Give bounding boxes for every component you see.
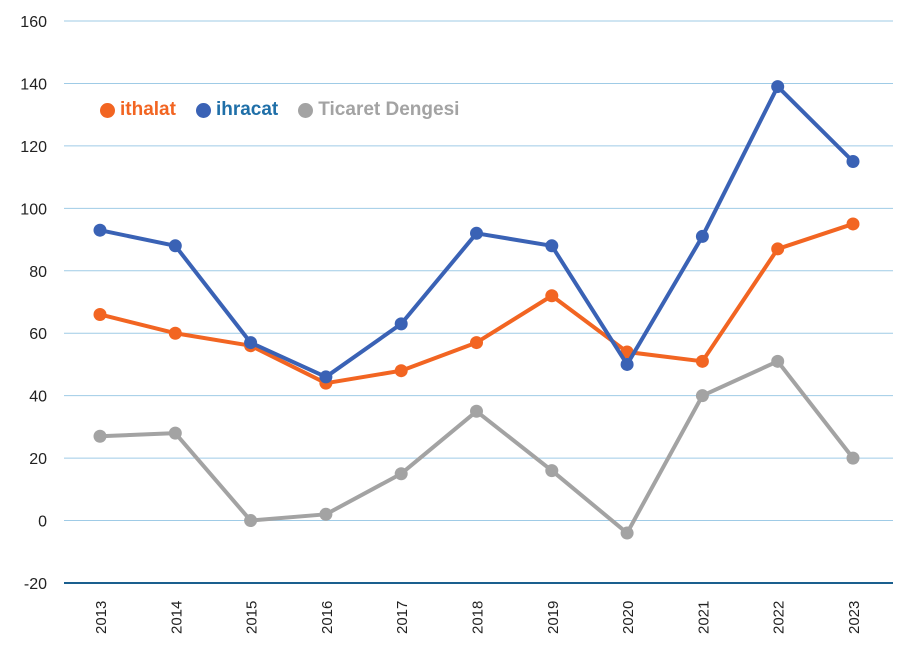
data-point-ithalat [168,326,182,340]
data-point-ithalat [695,354,709,368]
y-tick-label: 80 [29,264,47,281]
data-point-ticaret-dengesi [244,514,258,528]
legend-marker-ithalat [100,102,115,118]
data-point-ticaret-dengesi [695,389,709,403]
legend-marker-ihracat [195,102,211,118]
legend-item-ihracat: ihracat [195,99,279,121]
x-tick-label: 2021 [695,601,712,634]
data-point-ithalat [846,217,860,231]
legend-label-ithalat: ithalat [120,99,176,120]
data-point-ticaret-dengesi [771,354,785,368]
data-point-ticaret-dengesi [470,404,483,418]
data-point-ticaret-dengesi [168,426,182,440]
y-tick-label: 120 [20,139,47,156]
data-point-ithalat [93,307,107,321]
y-tick-label: 160 [20,14,47,31]
data-point-ticaret-dengesi [93,429,107,443]
y-tick-label: 60 [29,326,47,343]
y-tick-label: 100 [20,201,47,218]
data-point-ihracat [846,155,860,168]
data-point-ihracat [620,357,634,371]
x-tick-label: 2019 [545,601,562,634]
data-point-ithalat [545,289,559,303]
data-point-ticaret-dengesi [846,451,860,465]
data-point-ticaret-dengesi [319,507,333,521]
legend: ithalat ihracat Ticaret Dengesi [100,99,459,121]
y-tick-label: 0 [38,514,47,531]
series-line-ithalat [99,222,854,386]
data-point-ihracat [319,370,333,384]
y-tick-label: -20 [24,576,47,593]
data-point-ihracat [695,229,709,243]
data-point-ihracat [470,226,483,240]
legend-marker-ticaret-dengesi [298,102,314,118]
x-tick-label: 2015 [244,601,261,634]
y-tick-label: 140 [20,76,47,93]
x-tick-label: 2023 [846,601,863,634]
data-point-ihracat [244,336,258,350]
data-point-ihracat [394,317,408,331]
data-point-ticaret-dengesi [394,467,408,481]
x-tick-label: 2014 [168,601,185,634]
data-point-ticaret-dengesi [545,464,559,478]
x-tick-label: 2022 [771,601,788,634]
data-point-ithalat [394,364,408,378]
legend-item-ithalat: ithalat [100,99,176,121]
y-tick-label: 40 [29,389,47,406]
data-point-ihracat [545,239,559,253]
data-point-ithalat [771,242,785,256]
legend-label-ticaret-dengesi: Ticaret Dengesi [318,99,460,120]
x-tick-label: 2013 [93,601,110,634]
x-tick-label: 2020 [620,601,637,634]
x-tick-label: 2016 [319,601,336,634]
data-point-ihracat [168,239,182,253]
data-point-ihracat [93,223,107,237]
legend-label-ihracat: ihracat [215,99,279,120]
data-point-ihracat [771,80,785,94]
x-tick-label: 2018 [470,601,487,634]
y-tick-label: 20 [29,451,47,468]
data-point-ithalat [470,336,483,350]
x-tick-label: 2017 [394,601,411,634]
series-line-ticaret-dengesi [99,359,855,536]
data-point-ticaret-dengesi [620,526,634,540]
legend-item-ticaret-dengesi: Ticaret Dengesi [298,99,459,121]
